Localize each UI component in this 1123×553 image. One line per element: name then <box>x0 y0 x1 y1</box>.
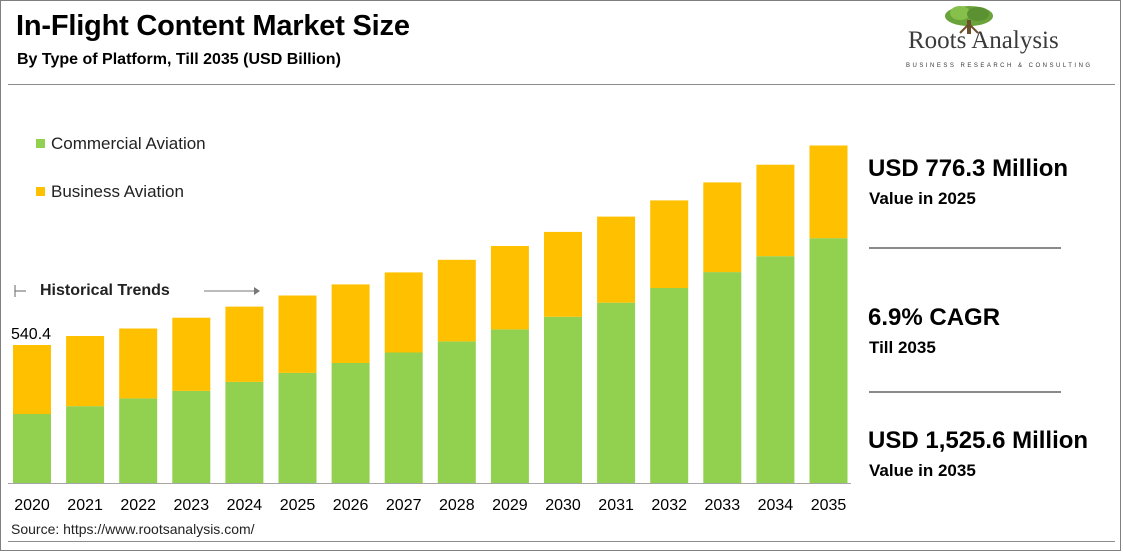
footer-divider <box>8 541 1115 542</box>
bar-business-2024 <box>225 306 264 382</box>
company-logo: Roots Analysis BUSINESS RESEARCH & CONSU… <box>898 6 1110 72</box>
x-tick-label-2035: 2035 <box>811 497 847 514</box>
bar-commercial-2029 <box>490 329 529 483</box>
bar-commercial-2033 <box>703 272 742 483</box>
header-divider <box>8 84 1115 85</box>
bar-commercial-2028 <box>437 341 476 483</box>
bar-business-2033 <box>703 182 742 273</box>
x-tick-label-2032: 2032 <box>651 497 687 514</box>
highlight-value-2035: USD 1,525.6 Million <box>868 427 1089 454</box>
x-tick-label-2034: 2034 <box>758 497 794 514</box>
bar-commercial-2035 <box>809 238 848 483</box>
bar-business-2026 <box>331 284 370 363</box>
highlight-divider-1 <box>869 247 1061 249</box>
bar-business-2028 <box>437 259 476 342</box>
bar-commercial-2021 <box>66 406 105 483</box>
highlight-label-2035: Value in 2035 <box>869 461 976 480</box>
bar-business-2027 <box>384 272 423 353</box>
tree-icon <box>945 6 993 34</box>
bar-commercial-2024 <box>225 381 264 483</box>
x-tick-label-2023: 2023 <box>174 497 210 514</box>
legend-swatch-commercial <box>36 139 45 148</box>
bar-commercial-2034 <box>756 256 795 483</box>
bar-commercial-2026 <box>331 363 370 483</box>
bar-commercial-2032 <box>650 288 689 483</box>
bar-business-2035 <box>809 145 848 239</box>
bar-commercial-2031 <box>597 302 636 483</box>
x-tick-label-2031: 2031 <box>598 497 634 514</box>
highlight-value-2025: USD 776.3 Million <box>868 155 1069 182</box>
bar-commercial-2020 <box>13 414 51 483</box>
source-note: Source: https://www.rootsanalysis.com/ <box>11 521 255 537</box>
bar-commercial-2022 <box>119 398 158 483</box>
bar-business-2020 <box>13 345 51 414</box>
bar-business-2025 <box>278 295 317 373</box>
highlight-label-2025: Value in 2025 <box>869 189 976 208</box>
highlight-divider-2 <box>869 391 1061 393</box>
x-tick-label-2021: 2021 <box>67 497 103 514</box>
logo-tagline: BUSINESS RESEARCH & CONSULTING <box>906 63 1093 69</box>
highlight-cagr-label: Till 2035 <box>869 338 936 357</box>
bar-business-2032 <box>650 200 689 288</box>
x-tick-label-2022: 2022 <box>120 497 156 514</box>
legend-swatch-business <box>36 187 45 196</box>
x-tick-label-2027: 2027 <box>386 497 422 514</box>
chart-title: In-Flight Content Market Size <box>16 10 410 42</box>
bar-commercial-2025 <box>278 372 317 483</box>
legend-item-commercial: Commercial Aviation <box>36 134 206 154</box>
legend-label-commercial: Commercial Aviation <box>51 134 206 153</box>
legend-item-business: Business Aviation <box>36 182 184 202</box>
x-tick-label-2020: 2020 <box>14 497 50 514</box>
legend-label-business: Business Aviation <box>51 182 184 201</box>
bar-business-2030 <box>544 231 582 317</box>
x-tick-label-2024: 2024 <box>227 497 263 514</box>
bar-business-2021 <box>66 336 105 407</box>
x-tick-label-2026: 2026 <box>333 497 369 514</box>
bar-commercial-2030 <box>544 316 582 483</box>
bar-commercial-2023 <box>172 390 211 483</box>
data-label-2020: 540.4 <box>11 326 51 343</box>
bar-business-2029 <box>490 246 529 330</box>
bar-chart: 2020 2021 2022 2023 2024 2025 2026 2027 2028 2029… <box>8 145 851 514</box>
arrow-right-icon <box>254 287 260 295</box>
bar-business-2023 <box>172 317 211 391</box>
x-tick-label-2033: 2033 <box>705 497 741 514</box>
x-tick-label-2025: 2025 <box>280 497 316 514</box>
bar-commercial-2027 <box>384 352 423 483</box>
x-tick-label-2030: 2030 <box>545 497 581 514</box>
bar-business-2031 <box>597 216 636 303</box>
bar-business-2034 <box>756 164 795 257</box>
highlight-cagr: 6.9% CAGR <box>868 304 1001 331</box>
x-tick-label-2029: 2029 <box>492 497 528 514</box>
x-tick-label-2028: 2028 <box>439 497 475 514</box>
bar-business-2022 <box>119 328 158 399</box>
logo-name: Roots Analysis <box>908 27 1059 54</box>
chart-subtitle: By Type of Platform, Till 2035 (USD Bill… <box>17 51 341 68</box>
historical-trends-label: Historical Trends <box>40 282 170 299</box>
